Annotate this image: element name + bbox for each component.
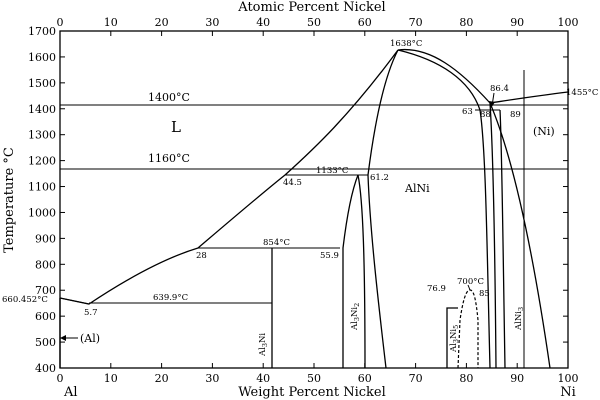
bottom-tick-label: 10 <box>104 372 118 385</box>
bottom-tick-label: 80 <box>459 372 473 385</box>
y-tick-label: 1300 <box>28 129 56 142</box>
phase-ni-solid-label: (Ni) <box>533 125 555 138</box>
point-86-4: 86.4 <box>490 84 509 94</box>
bottom-tick-label: 0 <box>57 372 64 385</box>
ni-end-label: Ni <box>560 385 576 400</box>
top-tick-label: 60 <box>358 16 372 29</box>
phase-al-solid-label: (Al) <box>80 332 100 345</box>
alni-left-boundary <box>367 174 387 369</box>
y-tick-label: 900 <box>35 232 56 245</box>
phase-liquid-label: L <box>171 118 181 136</box>
top-tick-label: 80 <box>459 16 473 29</box>
alni-upper-left <box>367 49 399 176</box>
y-tick-label: 500 <box>35 336 56 349</box>
point-88: 88 <box>480 110 491 120</box>
marker-86-4-arrowhead <box>489 101 495 108</box>
alni3-right-boundary <box>499 109 506 369</box>
liquidus-alni-right <box>397 48 491 104</box>
y-tick-label: 1100 <box>28 181 56 194</box>
point-5-7: 5.7 <box>84 308 98 318</box>
y-tick-label: 1500 <box>28 77 56 90</box>
plot-frame <box>59 30 569 369</box>
bottom-tick-label: 20 <box>155 372 169 385</box>
top-tick-label: 50 <box>307 16 321 29</box>
top-tick-label: 30 <box>205 16 219 29</box>
top-tick-label: 100 <box>558 16 579 29</box>
point-61-2: 61.2 <box>370 173 389 183</box>
liquidus-al-side <box>59 49 399 305</box>
bottom-tick-label: 70 <box>409 372 423 385</box>
bottom-tick-label: 90 <box>510 372 524 385</box>
al-end-label: Al <box>63 385 78 400</box>
y-tick-label: 1400 <box>28 103 56 116</box>
al3ni5-dome <box>457 289 479 369</box>
alni-right-boundary <box>397 49 491 369</box>
top-tick-label: 70 <box>409 16 423 29</box>
al-solidus <box>59 297 90 305</box>
bottom-tick-label: 60 <box>358 372 372 385</box>
al3ni5-700-arrow <box>467 284 471 291</box>
al3ni5-left <box>446 307 458 368</box>
point-28: 28 <box>196 251 207 261</box>
point-854: 854°C <box>263 238 290 248</box>
bottom-tick-label: 30 <box>205 372 219 385</box>
alni3-left-boundary <box>489 102 497 369</box>
y-axis-title: Temperature °C <box>2 147 17 253</box>
al3ni2-right-boundary <box>357 174 366 369</box>
ni-solidus <box>489 102 551 369</box>
bottom-tick-label: 40 <box>256 372 270 385</box>
phase-al3ni-label: Al3Ni <box>258 333 269 357</box>
y-tick-label: 1700 <box>28 25 56 38</box>
al-solid-arrowhead <box>60 335 66 341</box>
bottom-axis-title: Weight Percent Nickel <box>238 385 386 400</box>
point-1133: 1133°C <box>316 166 348 176</box>
phase-al3ni2-label: Al3Ni2 <box>350 303 361 331</box>
phase-alni3-label: AlNi3 <box>514 307 525 331</box>
point-89: 89 <box>510 110 521 120</box>
y-tick-label: 1000 <box>28 206 56 219</box>
top-tick-label: 90 <box>510 16 524 29</box>
y-tick-label: 800 <box>35 258 56 271</box>
phase-al3ni5-label: Al3Ni5 <box>449 325 460 353</box>
top-tick-label: 10 <box>104 16 118 29</box>
point-ni-melt: 1455°C <box>566 88 598 98</box>
point-639: 639.9°C <box>153 293 188 303</box>
top-tick-label: 40 <box>256 16 270 29</box>
al3ni2-left-boundary <box>342 174 359 368</box>
y-tick-label: 1200 <box>28 155 56 168</box>
bottom-tick-label: 100 <box>558 372 579 385</box>
point-76-9: 76.9 <box>427 284 446 294</box>
point-alni-max: 1638°C <box>390 39 422 49</box>
isotherm-1160-label: 1160°C <box>148 152 190 165</box>
y-tick-label: 1600 <box>28 51 56 64</box>
isotherm-1400-label: 1400°C <box>148 91 190 104</box>
top-tick-label: 0 <box>57 16 64 29</box>
point-44-5: 44.5 <box>283 178 302 188</box>
point-al-melt: 660.452°C <box>2 295 48 305</box>
point-85: 85 <box>479 289 490 299</box>
y-tick-label: 600 <box>35 310 56 323</box>
point-55-9: 55.9 <box>320 251 339 261</box>
point-63: 63 <box>462 107 473 117</box>
y-tick-label: 700 <box>35 284 56 297</box>
top-tick-label: 20 <box>155 16 169 29</box>
bottom-tick-label: 50 <box>307 372 321 385</box>
point-700: 700°C <box>457 277 484 287</box>
top-axis-title: Atomic Percent Nickel <box>237 0 385 15</box>
phase-alni-label: AlNi <box>404 182 430 195</box>
y-tick-label: 400 <box>35 362 56 375</box>
